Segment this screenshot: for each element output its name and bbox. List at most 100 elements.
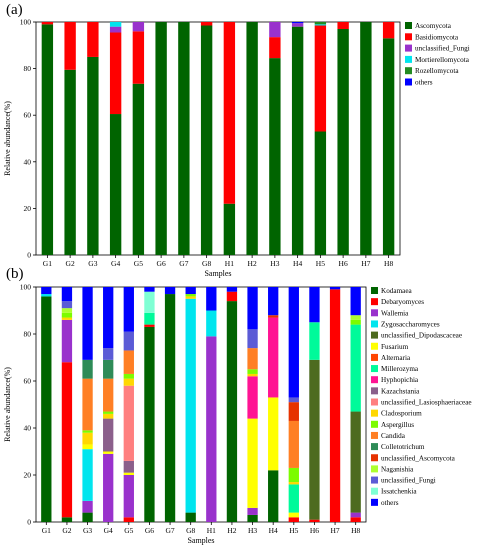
bar-segment bbox=[314, 25, 327, 132]
bar-segment bbox=[226, 287, 238, 292]
legend-label: Debaryomyces bbox=[381, 298, 424, 306]
bar-segment bbox=[247, 287, 258, 330]
bar-segment bbox=[200, 25, 213, 256]
x-tick-label: H4 bbox=[293, 259, 302, 268]
bar-segment bbox=[288, 467, 299, 483]
legend-label: Kodamaea bbox=[381, 287, 413, 295]
bar-segment bbox=[269, 58, 281, 255]
bar-segment bbox=[337, 22, 349, 29]
legend-swatch bbox=[405, 67, 412, 75]
bar-segment bbox=[268, 397, 279, 471]
legend-label: Kazachstania bbox=[381, 387, 420, 395]
bar-segment bbox=[309, 322, 320, 360]
y-tick-label: 100 bbox=[20, 18, 32, 27]
bar-segment bbox=[144, 287, 155, 292]
bar-segment bbox=[61, 319, 73, 363]
x-tick-label: H4 bbox=[269, 526, 278, 535]
bar-segment bbox=[82, 430, 93, 433]
bar-segment bbox=[132, 31, 145, 84]
x-tick-label: H5 bbox=[316, 259, 325, 268]
bar-segment bbox=[247, 348, 258, 370]
bar-segment bbox=[61, 301, 73, 309]
bar-segment bbox=[382, 22, 395, 39]
bar-segment bbox=[350, 287, 361, 316]
bar-segment bbox=[61, 308, 73, 313]
legend-label: unclassified_Fungi bbox=[415, 45, 470, 53]
legend-swatch bbox=[371, 431, 378, 439]
bar-segment bbox=[206, 287, 217, 311]
x-tick-label: H3 bbox=[270, 259, 279, 268]
bar-segment bbox=[61, 287, 73, 302]
legend-label: unclassified_Fungi bbox=[381, 477, 436, 485]
bar-segment bbox=[226, 291, 238, 302]
bar-segment bbox=[164, 294, 176, 522]
bar-segment bbox=[314, 131, 327, 255]
y-tick-label: 0 bbox=[27, 251, 31, 260]
bar-segment bbox=[123, 472, 134, 475]
bar-segment bbox=[268, 315, 279, 318]
bar-segment bbox=[103, 413, 114, 419]
bar-segment bbox=[155, 22, 167, 255]
bar-segment bbox=[269, 37, 281, 59]
bar-segment bbox=[123, 385, 134, 461]
y-tick-label: 60 bbox=[24, 111, 32, 120]
bar-segment bbox=[109, 114, 122, 255]
y-tick-label: 40 bbox=[24, 157, 32, 166]
x-axis-title: Samples bbox=[187, 536, 214, 545]
panel-a: (a) 0 20 40 60 80 100 Relative abundance(%) G1 G2… bbox=[3, 2, 470, 278]
bar-segment bbox=[103, 411, 114, 414]
bar-segment bbox=[123, 287, 134, 332]
legend-swatch bbox=[371, 353, 378, 361]
bar-segment bbox=[247, 369, 258, 374]
bar-segment bbox=[185, 512, 196, 522]
legend-swatch bbox=[405, 44, 412, 52]
plot-frame bbox=[35, 286, 367, 523]
bar-segment bbox=[246, 22, 258, 255]
bar-segment bbox=[41, 22, 54, 25]
legend-swatch bbox=[371, 398, 378, 406]
x-tick-label: G1 bbox=[42, 526, 51, 535]
legend-swatch bbox=[371, 331, 378, 339]
bar-segment bbox=[64, 22, 76, 70]
bar-segment bbox=[247, 373, 258, 377]
legend-swatch bbox=[371, 487, 378, 495]
y-tick-label: 40 bbox=[24, 424, 32, 433]
bar-segment bbox=[247, 514, 258, 522]
bar-segment bbox=[329, 287, 341, 290]
legend-label: Basidiomycota bbox=[415, 33, 459, 41]
legend-swatch bbox=[371, 465, 378, 473]
bar-segment bbox=[288, 420, 299, 468]
legend-label: Wallemia bbox=[381, 309, 409, 317]
bar-segment bbox=[123, 373, 134, 379]
x-tick-label: H7 bbox=[330, 526, 339, 535]
legend-label: Issatchenkia bbox=[381, 488, 417, 496]
x-tick-label: G3 bbox=[83, 526, 92, 535]
plot-frame bbox=[35, 21, 401, 256]
legend-label: Cladosporium bbox=[381, 410, 422, 418]
legend-label: Aspergillus bbox=[381, 421, 414, 429]
bar-segment bbox=[123, 378, 134, 386]
bar-segment bbox=[103, 348, 114, 360]
legend-label: Naganishia bbox=[381, 465, 414, 473]
x-tick-label: H5 bbox=[289, 526, 298, 535]
x-tick-label: G6 bbox=[145, 526, 154, 535]
legend-label: Fusarium bbox=[381, 343, 409, 351]
legend-swatch bbox=[371, 420, 378, 428]
bar-segment bbox=[103, 287, 114, 349]
bar-segment bbox=[206, 336, 217, 522]
bar-segment bbox=[103, 418, 114, 452]
bar-segment bbox=[288, 482, 299, 485]
bar-segment bbox=[288, 484, 299, 513]
bar-segment bbox=[247, 418, 258, 508]
legend-label: Ascomycota bbox=[415, 22, 452, 30]
y-tick-label: 100 bbox=[20, 283, 32, 292]
bar-segment bbox=[268, 470, 279, 522]
y-tick-label: 80 bbox=[24, 64, 32, 73]
bar-segment bbox=[103, 453, 114, 522]
bar-segment bbox=[288, 397, 299, 403]
bar-segment bbox=[41, 287, 52, 295]
legend-swatch bbox=[371, 443, 378, 451]
bar-segment bbox=[337, 28, 349, 255]
bar-segment bbox=[61, 317, 73, 320]
